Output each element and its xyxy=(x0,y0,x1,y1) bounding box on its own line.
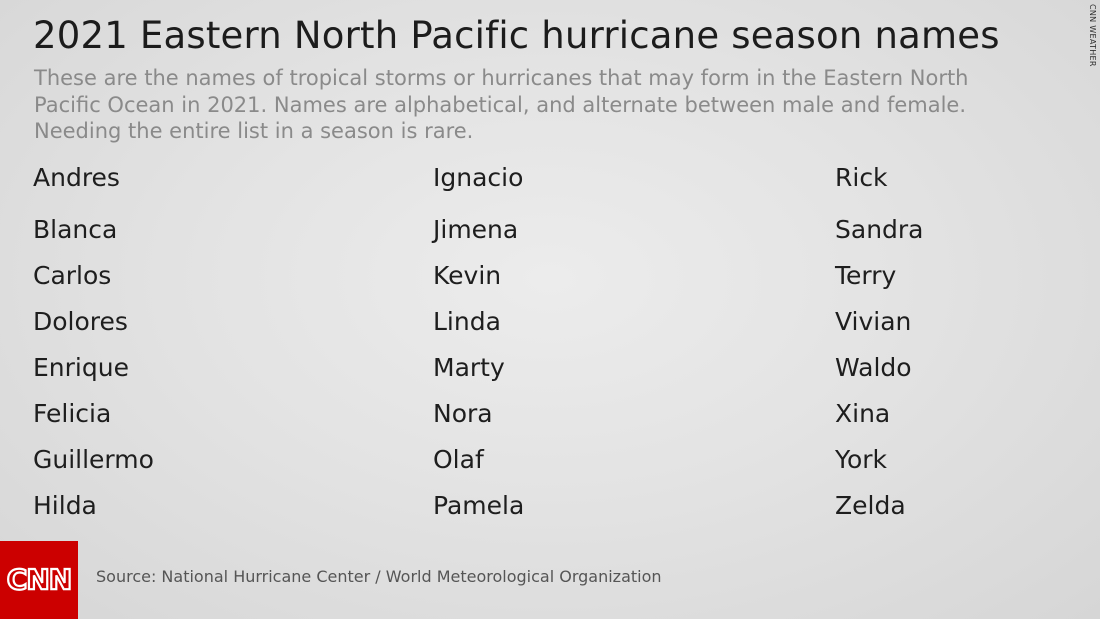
storm-name: Felicia xyxy=(33,399,112,428)
storm-name: Waldo xyxy=(835,353,912,382)
storm-name: Jimena xyxy=(433,215,519,244)
storm-name: Hilda xyxy=(33,491,97,520)
storm-name: Pamela xyxy=(433,491,525,520)
storm-name: Enrique xyxy=(33,353,129,382)
storm-name: Nora xyxy=(433,399,493,428)
cnn-weather-watermark: CNN WEATHER xyxy=(1088,4,1097,67)
storm-name: Zelda xyxy=(835,491,906,520)
storm-name: Vivian xyxy=(835,307,912,336)
storm-name: Guillermo xyxy=(33,445,154,474)
storm-name: Carlos xyxy=(33,261,112,290)
storm-name: Sandra xyxy=(835,215,924,244)
names-column-2: Ignacio Jimena Kevin Linda Marty Nora Ol… xyxy=(433,155,524,529)
storm-name: Ignacio xyxy=(433,163,524,192)
storm-name: Olaf xyxy=(433,445,484,474)
storm-name: Xina xyxy=(835,399,891,428)
storm-name: Kevin xyxy=(433,261,502,290)
storm-name: Rick xyxy=(835,163,888,192)
storm-name: Terry xyxy=(835,261,897,290)
source-credit: Source: National Hurricane Center / Worl… xyxy=(96,567,662,586)
storm-name: Dolores xyxy=(33,307,128,336)
storm-name: Andres xyxy=(33,163,120,192)
page-subtitle: These are the names of tropical storms o… xyxy=(34,66,969,143)
cnn-logo: CNN xyxy=(0,541,78,619)
storm-name: York xyxy=(835,445,888,474)
storm-name: Linda xyxy=(433,307,501,336)
page-title: 2021 Eastern North Pacific hurricane sea… xyxy=(33,14,1000,57)
storm-name: Marty xyxy=(433,353,505,382)
names-column-1: Andres Blanca Carlos Dolores Enrique Fel… xyxy=(33,155,154,529)
names-column-3: Rick Sandra Terry Vivian Waldo Xina York… xyxy=(835,155,924,529)
svg-text:CNN: CNN xyxy=(7,563,71,596)
storm-name: Blanca xyxy=(33,215,118,244)
